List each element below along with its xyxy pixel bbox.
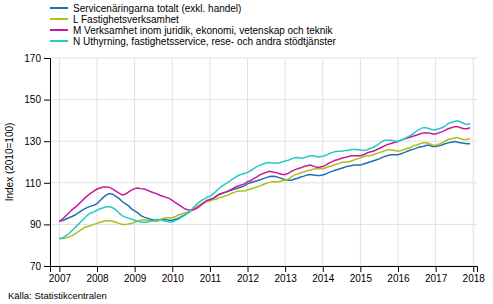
x-tick: 2009 xyxy=(124,266,147,284)
x-grid-line xyxy=(247,58,248,266)
y-tick-label: 170 xyxy=(24,53,41,64)
y-grid-line xyxy=(50,182,477,183)
y-axis-line xyxy=(44,59,51,267)
x-tick-label: 2013 xyxy=(275,273,298,284)
x-tick-label: 2018 xyxy=(463,273,486,284)
x-grid-line xyxy=(209,58,210,266)
legend-swatch xyxy=(50,29,68,31)
y-grid-line xyxy=(50,224,477,225)
x-tick-label: 2007 xyxy=(49,273,72,284)
y-tick: 110 xyxy=(25,178,50,189)
x-tick-label: 2012 xyxy=(237,273,260,284)
x-grid-line xyxy=(285,58,286,266)
y-tick-label: 70 xyxy=(30,261,42,272)
y-tick-mark xyxy=(44,224,50,225)
x-tick: 2012 xyxy=(237,266,260,284)
y-axis: 70 90 110 130 150 170 xyxy=(24,53,50,272)
grid xyxy=(50,58,477,266)
y-grid-line xyxy=(50,58,477,59)
legend-item: M Verksamhet inom juridik, ekonomi, vete… xyxy=(50,25,334,36)
x-tick-mark xyxy=(285,266,286,272)
series-line xyxy=(59,142,470,222)
y-tick-mark xyxy=(44,183,50,184)
y-tick-mark xyxy=(44,58,50,59)
legend-item: Servicenäringarna totalt (exkl. handel) xyxy=(50,3,241,14)
x-tick-mark xyxy=(210,266,211,272)
y-tick: 130 xyxy=(24,136,50,147)
x-grid-line xyxy=(435,58,436,266)
legend-item: L Fastighetsverksamhet xyxy=(50,14,179,25)
x-grid-line xyxy=(360,58,361,266)
legend-label: N Uthyrning, fastighetsservice, rese- oc… xyxy=(73,36,337,47)
y-tick-label: 130 xyxy=(24,136,41,147)
x-tick: 2018 xyxy=(463,266,486,284)
x-tick-mark xyxy=(248,266,249,272)
x-grid-line xyxy=(134,58,135,266)
series-line xyxy=(59,137,470,238)
x-tick-mark xyxy=(323,266,324,272)
x-tick-mark xyxy=(97,266,98,272)
x-grid-line xyxy=(473,58,474,266)
x-tick-label: 2010 xyxy=(162,273,185,284)
x-tick-label: 2008 xyxy=(86,273,109,284)
x-tick-label: 2009 xyxy=(124,273,147,284)
y-tick: 90 xyxy=(30,219,50,230)
y-tick-label: 150 xyxy=(24,94,41,105)
x-tick-mark xyxy=(135,266,136,272)
x-tick-label: 2014 xyxy=(312,273,335,284)
x-grid-line xyxy=(397,58,398,266)
x-tick-mark xyxy=(59,266,60,272)
y-tick-label: 110 xyxy=(25,178,41,189)
x-tick-mark xyxy=(473,266,474,272)
y-tick: 170 xyxy=(24,53,50,64)
y-tick: 150 xyxy=(24,94,50,105)
series-line xyxy=(59,121,470,239)
y-grid-line xyxy=(50,141,477,142)
x-tick: 2008 xyxy=(86,266,109,284)
x-tick-label: 2016 xyxy=(387,273,410,284)
lines xyxy=(59,121,470,239)
source-note: Källa: Statistikcentralen xyxy=(8,290,107,301)
x-tick: 2016 xyxy=(387,266,410,284)
x-tick-mark xyxy=(172,266,173,272)
legend-swatch xyxy=(50,7,68,9)
x-grid-line xyxy=(97,58,98,266)
legend-swatch xyxy=(50,18,68,20)
x-grid-line xyxy=(59,58,60,266)
y-tick-mark xyxy=(44,141,50,142)
x-tick-mark xyxy=(436,266,437,272)
x-tick: 2014 xyxy=(312,266,335,284)
x-grid-line xyxy=(322,58,323,266)
x-tick: 2010 xyxy=(162,266,185,284)
y-axis-title: Index (2010=100) xyxy=(4,123,15,202)
x-tick: 2013 xyxy=(275,266,298,284)
x-tick-label: 2017 xyxy=(425,273,448,284)
y-tick: 70 xyxy=(30,261,50,272)
x-tick-label: 2011 xyxy=(200,273,222,284)
legend-swatch xyxy=(50,40,68,42)
legend-item: N Uthyrning, fastighetsservice, rese- oc… xyxy=(50,36,337,47)
legend-label: Servicenäringarna totalt (exkl. handel) xyxy=(73,3,241,14)
x-tick: 2011 xyxy=(200,266,222,284)
x-tick: 2017 xyxy=(425,266,448,284)
legend: Servicenäringarna totalt (exkl. handel)L… xyxy=(50,3,337,47)
legend-label: M Verksamhet inom juridik, ekonomi, vete… xyxy=(73,25,334,36)
x-tick-mark xyxy=(398,266,399,272)
x-tick: 2015 xyxy=(350,266,373,284)
x-tick-mark xyxy=(360,266,361,272)
x-tick-label: 2015 xyxy=(350,273,373,284)
x-grid-line xyxy=(172,58,173,266)
chart: 2007 2008 2009 2010 2011 2012 2013 2014 2015 2016… xyxy=(0,0,493,304)
y-tick-mark xyxy=(44,266,50,267)
x-axis-line xyxy=(51,267,478,273)
y-grid-line xyxy=(50,99,477,100)
plot-area: 2007 2008 2009 2010 2011 2012 2013 2014 2015 2016… xyxy=(24,53,485,284)
series-line xyxy=(59,127,470,222)
x-axis: 2007 2008 2009 2010 2011 2012 2013 2014 2015 2016… xyxy=(49,266,486,284)
y-tick-label: 90 xyxy=(30,219,42,230)
legend-label: L Fastighetsverksamhet xyxy=(73,14,179,25)
x-tick: 2007 xyxy=(49,266,72,284)
y-tick-mark xyxy=(44,100,50,101)
